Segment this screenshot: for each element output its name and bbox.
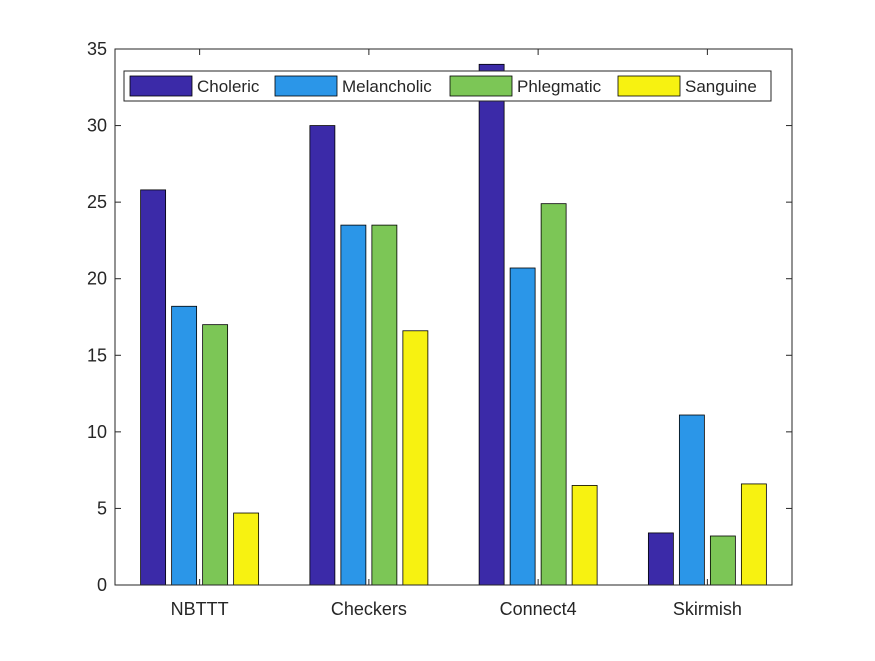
legend-label-sanguine: Sanguine	[685, 77, 757, 96]
bars-group	[140, 63, 767, 586]
legend-swatch-sanguine	[617, 75, 681, 97]
bar-choleric-nbttt	[140, 189, 167, 586]
y-tick-label: 30	[87, 116, 107, 136]
x-axis: NBTTT Checkers Connect4 Skirmish	[171, 49, 742, 619]
bar-melancholic-skirmish	[678, 414, 705, 586]
bar-sanguine-checkers	[402, 330, 429, 586]
x-tick-label: NBTTT	[171, 599, 229, 619]
bar-melancholic-nbttt	[171, 305, 198, 586]
bar-sanguine-skirmish	[740, 483, 767, 586]
y-tick-label: 35	[87, 39, 107, 59]
y-tick-label: 10	[87, 422, 107, 442]
bar-choleric-checkers	[309, 125, 336, 586]
bar-melancholic-checkers	[340, 224, 367, 586]
x-tick-label: Connect4	[500, 599, 577, 619]
bar-sanguine-connect4	[571, 485, 598, 586]
y-tick-label: 20	[87, 269, 107, 289]
legend: Choleric Melancholic Phlegmatic Sanguine	[123, 70, 772, 102]
legend-label-choleric: Choleric	[197, 77, 260, 96]
bar-melancholic-connect4	[509, 267, 536, 586]
y-tick-label: 5	[97, 498, 107, 518]
bar-choleric-skirmish	[647, 532, 674, 586]
bar-choleric-connect4	[478, 63, 505, 586]
y-axis: 0 5 10 15 20 25 30 35	[87, 39, 792, 595]
bar-phlegmatic-nbttt	[202, 324, 229, 586]
y-tick-label: 15	[87, 345, 107, 365]
bar-phlegmatic-connect4	[540, 203, 567, 586]
x-tick-label: Skirmish	[673, 599, 742, 619]
plot-area-frame	[114, 48, 793, 586]
legend-label-phlegmatic: Phlegmatic	[517, 77, 602, 96]
y-tick-label: 25	[87, 192, 107, 212]
y-tick-label: 0	[97, 575, 107, 595]
bar-sanguine-nbttt	[233, 512, 260, 586]
x-tick-label: Checkers	[331, 599, 407, 619]
legend-swatch-melancholic	[274, 75, 338, 97]
bar-phlegmatic-checkers	[371, 224, 398, 586]
legend-swatch-phlegmatic	[449, 75, 513, 97]
legend-swatch-choleric	[129, 75, 193, 97]
legend-label-melancholic: Melancholic	[342, 77, 432, 96]
bar-phlegmatic-skirmish	[709, 535, 736, 586]
